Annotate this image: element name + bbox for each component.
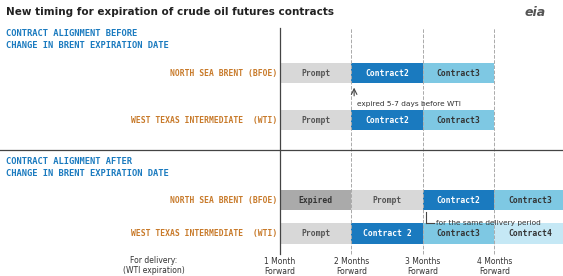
Bar: [423, 63, 494, 83]
Text: Prompt: Prompt: [301, 229, 330, 238]
Text: Contract3: Contract3: [437, 69, 480, 78]
Text: Contract 2: Contract 2: [363, 229, 412, 238]
Text: 1 Month
Forward: 1 Month Forward: [264, 257, 296, 276]
Text: Prompt: Prompt: [373, 196, 401, 205]
Text: NORTH SEA BRENT (BFOE): NORTH SEA BRENT (BFOE): [170, 69, 277, 78]
Text: CONTRACT ALIGNMENT AFTER
CHANGE IN BRENT EXPIRATION DATE: CONTRACT ALIGNMENT AFTER CHANGE IN BRENT…: [6, 157, 168, 178]
Bar: [351, 63, 423, 83]
Text: Prompt: Prompt: [301, 69, 330, 78]
Bar: [351, 223, 423, 243]
Text: Prompt: Prompt: [301, 116, 330, 124]
Text: WEST TEXAS INTERMEDIATE  (WTI): WEST TEXAS INTERMEDIATE (WTI): [131, 229, 277, 238]
Text: NORTH SEA BRENT (BFOE): NORTH SEA BRENT (BFOE): [170, 196, 277, 205]
Bar: [351, 110, 423, 131]
Text: 2 Months
Forward: 2 Months Forward: [334, 257, 369, 276]
Text: Contract4: Contract4: [508, 229, 552, 238]
Text: For delivery:
(WTI expiration): For delivery: (WTI expiration): [123, 256, 185, 275]
Text: Expired: Expired: [298, 196, 333, 205]
Bar: [280, 223, 351, 243]
Text: CONTRACT ALIGNMENT BEFORE
CHANGE IN BRENT EXPIRATION DATE: CONTRACT ALIGNMENT BEFORE CHANGE IN BREN…: [6, 29, 168, 50]
Bar: [280, 190, 351, 210]
Text: 4 Months
Forward: 4 Months Forward: [477, 257, 512, 276]
Text: WEST TEXAS INTERMEDIATE  (WTI): WEST TEXAS INTERMEDIATE (WTI): [131, 116, 277, 124]
Bar: [494, 190, 563, 210]
Bar: [351, 190, 423, 210]
Text: Contract2: Contract2: [365, 69, 409, 78]
Text: New timing for expiration of crude oil futures contracts: New timing for expiration of crude oil f…: [6, 7, 334, 17]
Text: 3 Months
Forward: 3 Months Forward: [405, 257, 440, 276]
Text: Contract3: Contract3: [437, 229, 480, 238]
Bar: [423, 110, 494, 131]
Text: expired 5-7 days before WTI: expired 5-7 days before WTI: [357, 102, 461, 107]
Bar: [423, 223, 494, 243]
Bar: [423, 190, 494, 210]
Text: Contract3: Contract3: [508, 196, 552, 205]
Text: Contract3: Contract3: [437, 116, 480, 124]
Text: Contract2: Contract2: [365, 116, 409, 124]
Text: for the same delivery period: for the same delivery period: [436, 220, 540, 226]
Bar: [494, 223, 563, 243]
Bar: [280, 110, 351, 131]
Text: eia: eia: [525, 6, 546, 19]
Text: Contract2: Contract2: [437, 196, 480, 205]
Bar: [280, 63, 351, 83]
